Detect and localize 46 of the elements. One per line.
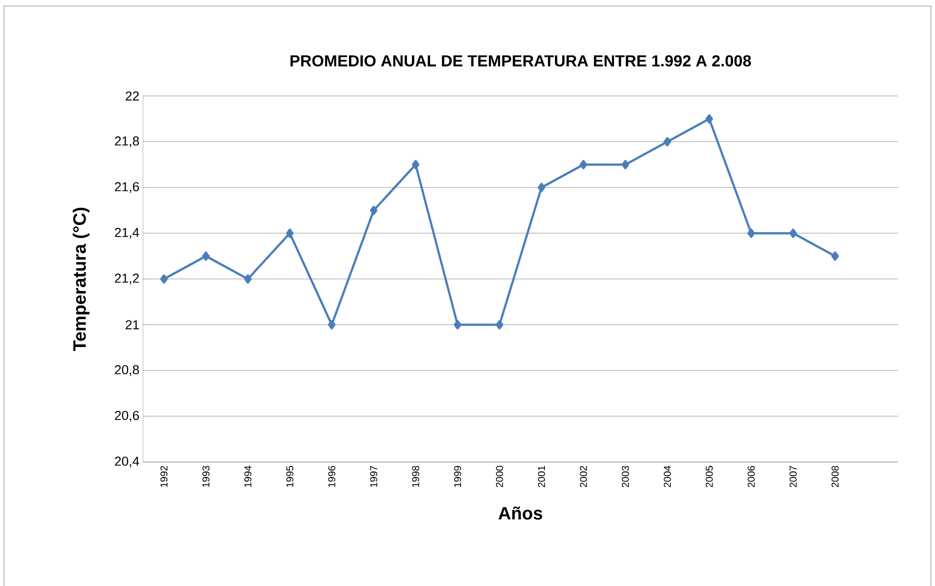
y-tick-label: 22 xyxy=(126,91,139,101)
point xyxy=(664,137,672,146)
y-tick-label: 20,4 xyxy=(114,456,140,468)
y-tick-label: 20,6 xyxy=(114,410,139,422)
x-tick-label: 2003 xyxy=(622,466,629,488)
point xyxy=(580,160,588,170)
y-tick-label: 21,6 xyxy=(114,182,139,193)
point xyxy=(747,228,755,238)
point xyxy=(454,320,462,330)
x-tick-label: 1997 xyxy=(370,466,378,487)
point xyxy=(538,182,546,192)
y-axis-title: Temperatura (°C) xyxy=(72,208,90,351)
point xyxy=(831,251,839,261)
x-tick-label: 2007 xyxy=(790,466,797,488)
x-tick-label: 1999 xyxy=(454,466,462,487)
point xyxy=(286,228,294,238)
x-tick-label: 1992 xyxy=(160,466,168,487)
x-tick-label: 2006 xyxy=(748,466,755,488)
x-tick-label: 1998 xyxy=(412,466,420,487)
point xyxy=(496,320,504,330)
y-tick-label: 21,4 xyxy=(114,228,140,239)
y-tick-label: 20,8 xyxy=(114,365,139,376)
x-tick-label: 1994 xyxy=(244,466,252,487)
point xyxy=(328,320,336,330)
point xyxy=(622,160,630,170)
point xyxy=(370,206,378,216)
x-tick-label: 2005 xyxy=(706,466,713,488)
x-tick-label: 1995 xyxy=(286,466,294,487)
point xyxy=(202,251,210,261)
x-tick-label: 1993 xyxy=(202,466,210,487)
chart-title: PROMEDIO ANUAL DE TEMPERATURA ENTRE 1.992 A 2.008 xyxy=(290,55,751,66)
x-tick-label: 2002 xyxy=(580,466,587,488)
x-tick-label: 2004 xyxy=(664,466,671,488)
point xyxy=(789,228,797,238)
y-tick-label: 21,8 xyxy=(114,136,139,148)
x-tick-label: 1996 xyxy=(328,466,336,487)
x-tick-label: 2008 xyxy=(832,466,839,488)
point xyxy=(412,160,420,170)
point xyxy=(160,274,168,284)
point xyxy=(705,114,714,124)
x-tick-label: 2000 xyxy=(496,466,504,488)
y-tick-label: 21 xyxy=(126,320,139,330)
y-tick-label: 21,2 xyxy=(114,274,139,284)
x-tick-label: 2001 xyxy=(538,466,546,488)
point xyxy=(244,274,252,284)
x-axis-title: Años xyxy=(498,506,542,520)
